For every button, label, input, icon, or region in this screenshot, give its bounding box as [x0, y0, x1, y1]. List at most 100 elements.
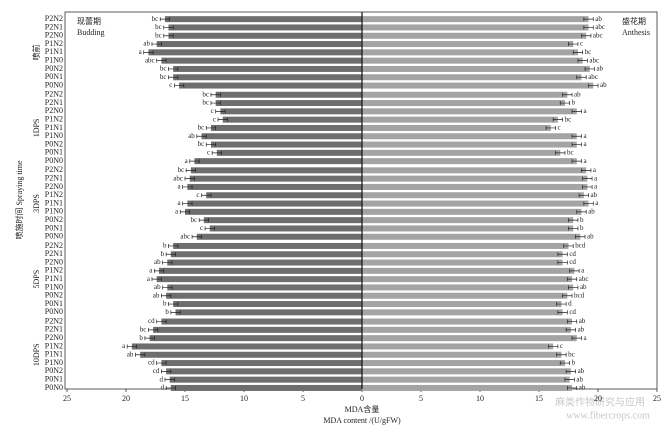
- significance-letter: abc: [593, 31, 603, 39]
- significance-letter: c: [169, 81, 172, 89]
- bar: [362, 326, 571, 333]
- error-bar: [562, 293, 573, 298]
- bar: [362, 251, 563, 258]
- significance-letter: bc: [202, 99, 209, 107]
- y-tick-label: P0N2: [45, 291, 63, 300]
- significance-letter: bc: [198, 124, 205, 132]
- y-tick-label: P1N2: [45, 39, 63, 48]
- error-bar: [159, 17, 171, 22]
- error-bar: [552, 117, 563, 122]
- error-bar: [168, 302, 179, 307]
- significance-letter: ab: [587, 232, 594, 240]
- bar: [156, 41, 362, 48]
- y-tick-label: P1N0: [45, 55, 63, 64]
- y-tick-label: P2N1: [45, 249, 63, 258]
- bar: [362, 41, 574, 48]
- significance-letter: b: [572, 359, 576, 367]
- bar: [215, 100, 362, 107]
- error-bar: [162, 285, 173, 290]
- error-bar: [566, 385, 578, 390]
- error-bar: [135, 352, 146, 357]
- bar: [362, 259, 563, 266]
- significance-letter: ab: [576, 375, 583, 383]
- y-tick-label: P0N0: [45, 307, 63, 316]
- significance-letter: ab: [188, 132, 195, 140]
- significance-letter: abc: [173, 174, 183, 182]
- watermark: www.fibercrops.com: [566, 410, 650, 421]
- bar: [362, 276, 573, 283]
- bar: [170, 251, 362, 258]
- error-bar: [568, 226, 579, 231]
- significance-letter: a: [147, 275, 151, 283]
- significance-letter: ab: [154, 283, 161, 291]
- y-tick-label: P0N2: [45, 366, 63, 375]
- significance-letter: abc: [579, 275, 589, 283]
- significance-letter: ab: [143, 40, 150, 48]
- significance-letter: a: [178, 183, 182, 191]
- significance-letter: bc: [567, 148, 574, 156]
- significance-letter: a: [583, 334, 587, 342]
- significance-letter: b: [165, 308, 169, 316]
- error-bar: [581, 33, 592, 38]
- significance-letter: d: [568, 300, 572, 308]
- bar: [362, 233, 581, 240]
- significance-letter: bc: [155, 31, 162, 39]
- significance-letter: a: [175, 207, 179, 215]
- significance-letter: a: [185, 157, 189, 165]
- error-bar: [562, 92, 573, 97]
- significance-letter: cd: [148, 359, 155, 367]
- error-bar: [161, 369, 172, 374]
- bar: [203, 217, 362, 224]
- bar: [215, 91, 362, 98]
- error-bar: [215, 109, 226, 114]
- group-label: 1DPS: [32, 119, 41, 138]
- significance-letter: ab: [574, 90, 581, 98]
- error-bar: [565, 327, 576, 332]
- x-tick-label: 10: [240, 394, 248, 403]
- y-tick-label: P0N0: [45, 80, 63, 89]
- significance-letter: a: [583, 107, 587, 115]
- y-tick-label: P2N2: [45, 316, 63, 325]
- bar: [131, 343, 362, 350]
- error-bar: [144, 336, 155, 341]
- significance-letter: c: [207, 148, 210, 156]
- bar: [362, 82, 594, 89]
- bar: [166, 368, 362, 375]
- error-bar: [578, 193, 589, 198]
- bar: [189, 175, 362, 182]
- significance-letter: ab: [588, 207, 595, 215]
- error-bar: [153, 268, 165, 273]
- y-tick-label: P0N1: [45, 148, 63, 157]
- error-bar: [168, 66, 179, 71]
- significance-letter: ab: [578, 325, 585, 333]
- legend-left: 现蕾期: [77, 16, 101, 26]
- significance-letter: d: [161, 384, 165, 392]
- error-bar: [170, 310, 181, 315]
- bar: [168, 24, 362, 31]
- y-tick-label: P1N2: [45, 190, 63, 199]
- significance-letter: a: [178, 199, 182, 207]
- error-bar: [165, 385, 176, 390]
- error-bar: [568, 285, 579, 290]
- error-bar: [566, 277, 578, 282]
- significance-letter: a: [594, 174, 598, 182]
- significance-letter: bc: [152, 15, 159, 23]
- significance-letter: ab: [591, 191, 598, 199]
- y-tick-label: P2N2: [45, 241, 63, 250]
- significance-letter: c: [558, 124, 561, 132]
- bar: [362, 16, 589, 23]
- error-bar: [584, 66, 595, 71]
- error-bar: [204, 226, 215, 231]
- x-tick-label: 25: [653, 394, 661, 403]
- error-bar: [164, 377, 175, 382]
- bar: [173, 65, 362, 72]
- y-tick-label: P1N2: [45, 341, 63, 350]
- bar: [169, 376, 362, 383]
- bar: [362, 158, 577, 165]
- bar: [362, 116, 558, 123]
- bar: [149, 335, 362, 342]
- bar: [362, 167, 587, 174]
- y-tick-label: P1N0: [45, 358, 63, 367]
- significance-letter: c: [560, 342, 563, 350]
- significance-letter: bc: [160, 73, 167, 81]
